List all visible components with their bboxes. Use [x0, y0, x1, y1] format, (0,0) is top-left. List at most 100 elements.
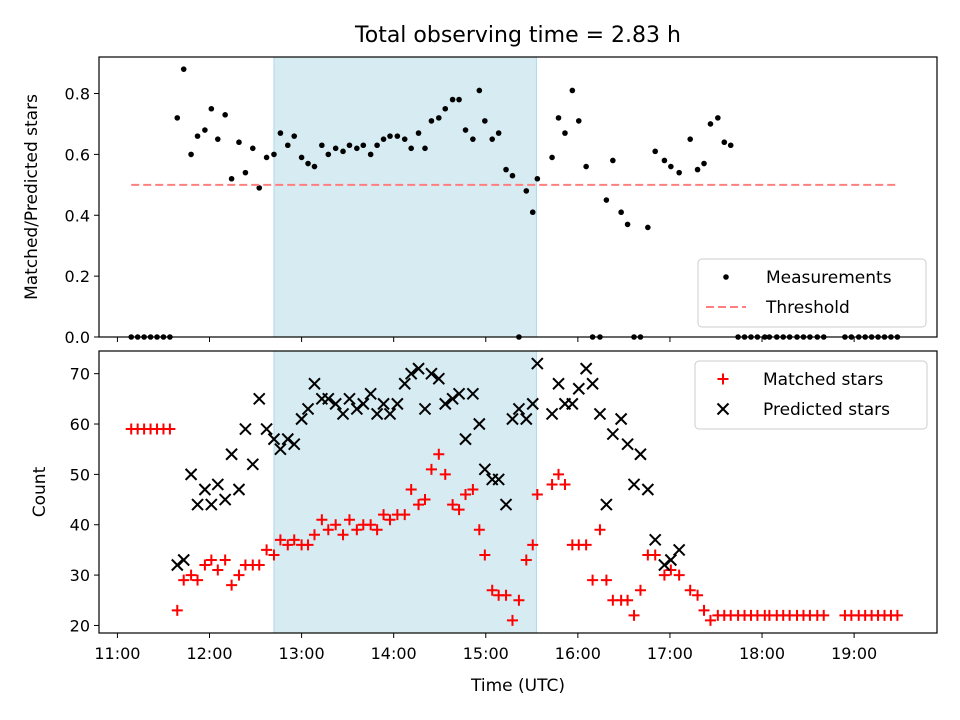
predicted-star-point	[383, 407, 397, 421]
matched-star-point	[343, 514, 355, 526]
measurement-point	[449, 96, 456, 103]
matched-star-point	[274, 534, 286, 546]
measurement-point	[610, 157, 616, 164]
matched-star-point	[559, 478, 571, 490]
x-tick-label: 17:00	[647, 644, 693, 663]
measurement-point	[661, 157, 668, 164]
matched-star-point	[634, 584, 646, 596]
predicted-star-point	[232, 483, 246, 496]
measurement-point	[624, 221, 631, 228]
measurement-point	[394, 133, 401, 139]
measurement-point	[715, 115, 721, 121]
measurement-point	[575, 118, 582, 124]
bottom-ylabel: Count	[30, 466, 50, 517]
measurement-point	[603, 197, 610, 203]
measurement-point	[208, 105, 215, 112]
predicted-star-point	[526, 397, 539, 411]
matched-star-point	[587, 574, 599, 586]
measurement-point	[263, 154, 270, 161]
top-ylabel: Matched/Predicted stars	[22, 94, 42, 300]
predicted-star-point	[218, 493, 232, 506]
measurement-point	[236, 139, 242, 146]
bottom-yticks: 20 30 40 50 60 70	[70, 365, 99, 635]
matched-star-point	[282, 539, 294, 551]
matched-star-point	[460, 489, 472, 501]
measurement-point	[583, 163, 589, 170]
predicted-star-point	[211, 478, 225, 491]
predicted-star-point	[512, 402, 526, 416]
measurement-point	[534, 175, 541, 182]
predicted-star-point	[425, 367, 438, 380]
matched-star-point	[704, 614, 716, 626]
matched-star-point	[520, 554, 532, 566]
predicted-star-point	[627, 478, 641, 491]
measurement-point	[422, 145, 428, 152]
predicted-star-point	[466, 387, 480, 401]
measurement-point	[401, 136, 408, 142]
predicted-star-point	[649, 533, 662, 547]
y-tick-label: 0.0	[65, 328, 90, 347]
matched-star-point	[531, 489, 543, 501]
measurement-point	[284, 142, 291, 149]
measurement-point	[354, 145, 360, 152]
predicted-star-point	[641, 483, 655, 496]
predicted-star-point	[184, 468, 198, 481]
y-tick-label: 0.2	[65, 267, 90, 286]
predicted-star-point	[377, 397, 390, 411]
measurement-point	[214, 136, 221, 142]
y-tick-label: 0.8	[65, 85, 90, 104]
measurement-point	[325, 151, 332, 158]
y-tick-label: 40	[70, 516, 90, 535]
top-axes-frame	[98, 56, 938, 338]
matched-star-point	[453, 504, 465, 516]
matched-star-point	[288, 534, 300, 546]
measurement-point	[360, 142, 367, 149]
matched-star-point	[178, 574, 190, 586]
measurement-point	[555, 115, 562, 121]
measurement-point	[668, 163, 674, 170]
measurement-point	[676, 169, 682, 176]
measurement-point	[707, 121, 714, 127]
predicted-star-point	[492, 473, 505, 486]
matched-star-point	[316, 514, 328, 526]
measurement-point	[415, 130, 422, 136]
predicted-star-point	[404, 367, 418, 380]
matched-star-point	[546, 478, 558, 490]
matched-star-point	[253, 559, 265, 571]
measurement-point	[482, 118, 488, 124]
measurement-point	[180, 66, 187, 72]
legend-box	[694, 360, 928, 430]
matched-star-point	[698, 604, 710, 616]
legend-plus-icon	[717, 373, 729, 385]
y-tick-label: 30	[70, 566, 90, 585]
legend-label: Predicted stars	[763, 400, 890, 420]
predicted-star-point	[177, 553, 190, 567]
predicted-star-point	[288, 437, 301, 451]
matched-star-point	[600, 574, 612, 586]
matched-star-point	[351, 524, 363, 536]
x-tick-label: 19:00	[831, 644, 877, 663]
measurement-point	[436, 115, 442, 121]
matched-star-point	[365, 519, 377, 531]
matched-star-point	[486, 584, 498, 596]
measurement-point	[408, 145, 414, 152]
predicted-star-point	[586, 377, 599, 390]
predicted-star-point	[664, 553, 678, 567]
predicted-star-point	[253, 392, 266, 406]
predicted-star-point	[459, 432, 472, 446]
top-legend: Measurements Threshold	[697, 258, 927, 328]
matched-star-point	[268, 549, 280, 561]
measurement-point	[509, 172, 516, 179]
legend-label: Matched stars	[763, 370, 883, 390]
measurement-point	[277, 130, 284, 136]
bottom-xticks: 11:00 12:00 13:00 14:00 15:00 16:00 17:00 18:00…	[94, 633, 877, 663]
measurement-point	[256, 185, 263, 191]
predicted-star-point	[322, 392, 335, 406]
bottom-xlabel: Time (UTC)	[470, 676, 565, 696]
predicted-star-point	[308, 377, 321, 390]
measurement-point	[495, 130, 502, 136]
y-tick-label: 20	[70, 616, 90, 635]
measurement-point	[442, 105, 449, 112]
legend-dot-icon	[723, 274, 729, 280]
matched-star-point	[818, 609, 830, 621]
